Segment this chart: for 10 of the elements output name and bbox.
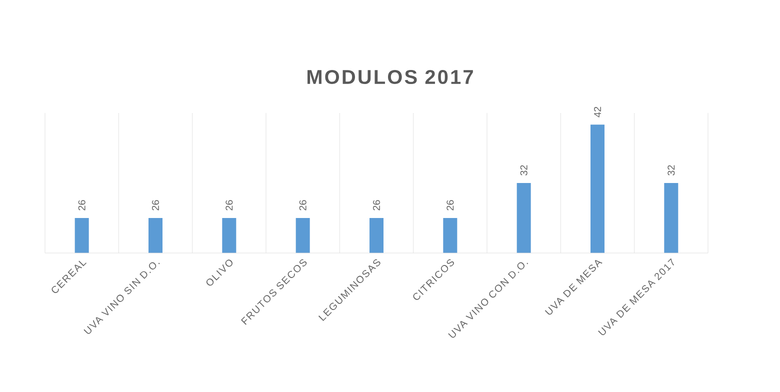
chart-title: MODULOS 2017	[308, 70, 473, 84]
data-label: 26	[152, 200, 160, 210]
data-label: 42	[594, 106, 601, 118]
data-label: 26	[78, 200, 86, 210]
data-label: 32	[520, 165, 528, 176]
data-label: 32	[668, 165, 675, 176]
data-label: 26	[372, 200, 380, 210]
data-label: 26	[446, 200, 454, 210]
data-label: 26	[226, 200, 233, 210]
data-label: 26	[299, 200, 306, 210]
